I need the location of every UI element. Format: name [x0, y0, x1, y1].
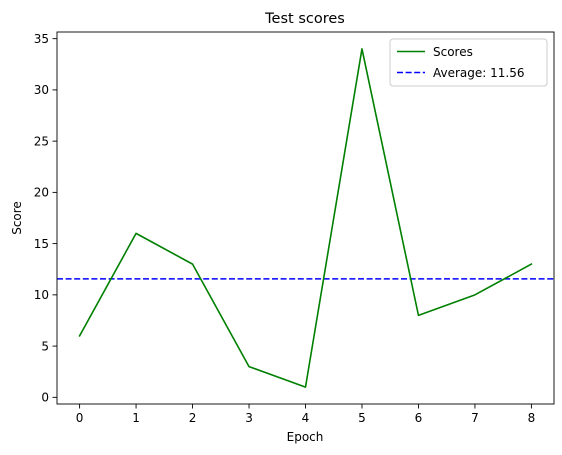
chart-title: Test scores [264, 11, 345, 27]
x-tick-label: 4 [302, 411, 310, 425]
x-tick-label: 6 [415, 411, 423, 425]
legend-label: Scores [433, 45, 473, 59]
plot-area [57, 48, 554, 388]
y-tick-label: 0 [41, 391, 49, 405]
y-tick-label: 5 [41, 339, 49, 353]
series-line-scores [78, 48, 533, 388]
x-axis-label: Epoch [287, 430, 324, 444]
legend: Scores Average: 11.56 [389, 38, 548, 87]
axes: 0 1 2 3 4 5 6 7 8 0 5 10 15 20 25 30 35 [34, 31, 555, 425]
legend-box [389, 38, 548, 87]
x-tick-label: 3 [245, 411, 253, 425]
x-tick-label: 5 [358, 411, 366, 425]
x-tick-label: 2 [189, 411, 197, 425]
x-tick-label: 1 [132, 411, 140, 425]
x-tick-label: 0 [76, 411, 84, 425]
y-tick-label: 20 [34, 186, 49, 200]
y-tick-label: 25 [34, 134, 49, 148]
x-tick-label: 7 [471, 411, 479, 425]
legend-label: Average: 11.56 [433, 66, 525, 80]
y-tick-label: 30 [34, 83, 49, 97]
y-axis-label: Score [10, 201, 24, 235]
y-tick-label: 35 [34, 32, 49, 46]
plot-frame [56, 31, 555, 405]
y-tick-label: 15 [34, 237, 49, 251]
y-tick-label: 10 [34, 288, 49, 302]
x-tick-label: 8 [528, 411, 536, 425]
